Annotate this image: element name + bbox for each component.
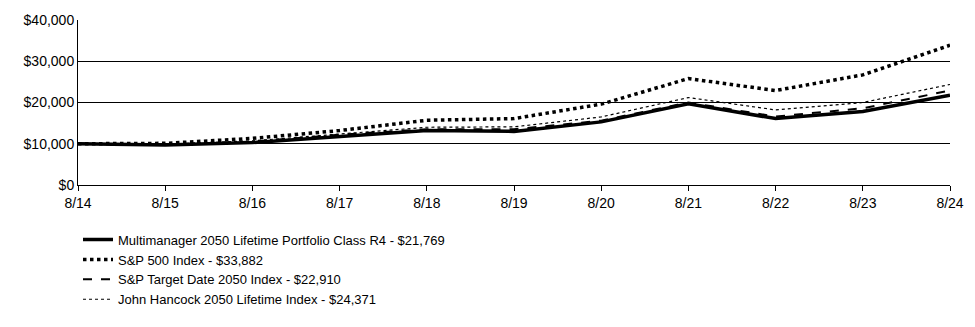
- svg-text:8/22: 8/22: [762, 195, 789, 211]
- svg-text:8/17: 8/17: [326, 195, 353, 211]
- svg-text:S&P Target Date 2050 Index - $: S&P Target Date 2050 Index - $22,910: [118, 272, 341, 287]
- svg-text:$20,000: $20,000: [24, 94, 75, 110]
- svg-text:$10,000: $10,000: [24, 136, 75, 152]
- svg-text:$0: $0: [59, 177, 75, 193]
- svg-text:8/18: 8/18: [413, 195, 440, 211]
- svg-text:$30,000: $30,000: [24, 53, 75, 69]
- svg-text:8/14: 8/14: [64, 195, 91, 211]
- svg-text:$40,000: $40,000: [24, 12, 75, 28]
- svg-text:Multimanager 2050 Lifetime Por: Multimanager 2050 Lifetime Portfolio Cla…: [118, 233, 445, 248]
- svg-text:8/16: 8/16: [239, 195, 266, 211]
- svg-text:8/19: 8/19: [500, 195, 527, 211]
- svg-text:John Hancock 2050 Lifetime Ind: John Hancock 2050 Lifetime Index - $24,3…: [118, 292, 376, 307]
- svg-text:8/24: 8/24: [936, 195, 963, 211]
- svg-text:8/20: 8/20: [588, 195, 615, 211]
- svg-text:8/21: 8/21: [675, 195, 702, 211]
- svg-text:8/23: 8/23: [849, 195, 876, 211]
- svg-text:8/15: 8/15: [152, 195, 179, 211]
- svg-text:S&P 500 Index - $33,882: S&P 500 Index - $33,882: [118, 253, 263, 268]
